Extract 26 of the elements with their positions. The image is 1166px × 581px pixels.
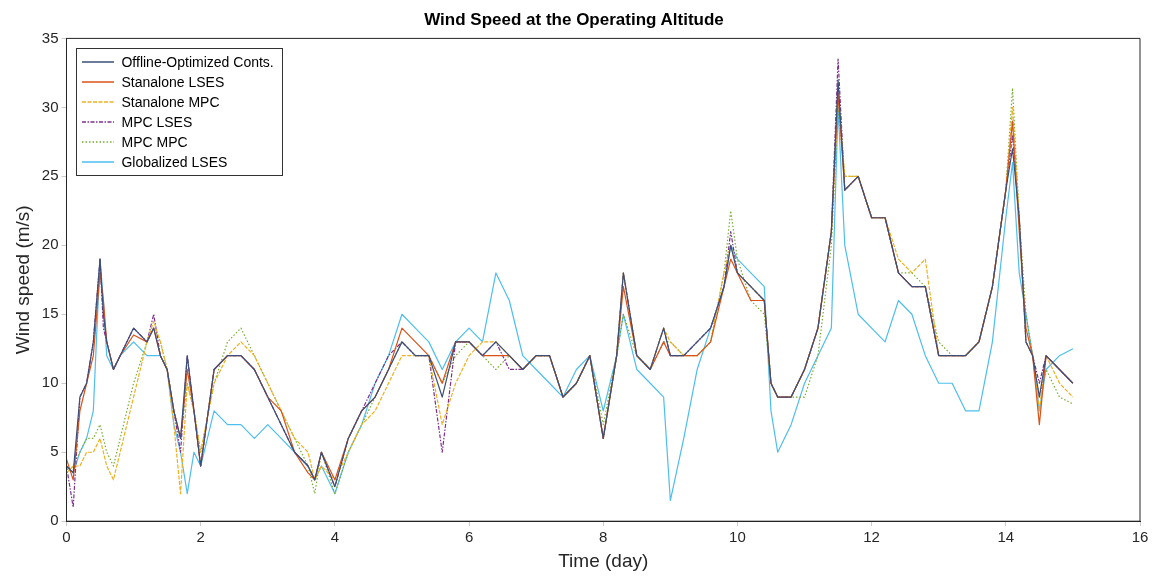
x-tick-label: 10 <box>729 528 746 546</box>
y-tick-label: 15 <box>41 304 59 322</box>
y-tick-label: 20 <box>41 235 59 253</box>
x-tick-label: 0 <box>62 528 71 546</box>
x-tick-label: 4 <box>330 528 340 546</box>
x-axis-title: Time (day) <box>558 549 649 571</box>
chart-title: Wind Speed at the Operating Altitude <box>424 9 724 29</box>
x-tick-label: 8 <box>599 528 608 546</box>
y-tick-label: 10 <box>41 373 59 391</box>
legend-label: MPC LSES <box>121 113 193 133</box>
x-tick-label: 16 <box>1131 528 1149 546</box>
y-tick-label: 0 <box>50 511 59 529</box>
x-tick-label: 6 <box>464 528 474 546</box>
legend-label: Globalized LSES <box>121 153 228 173</box>
y-tick-label: 5 <box>50 442 59 460</box>
x-tick-label: 14 <box>997 528 1015 546</box>
legend-label: Offline-Optimized Conts. <box>121 53 274 73</box>
x-tick-label: 2 <box>196 528 205 546</box>
y-tick-label: 35 <box>41 28 59 46</box>
legend-label: Stanalone MPC <box>121 93 220 113</box>
x-tick-label: 12 <box>863 528 880 546</box>
y-axis-title: Wind speed (m/s) <box>11 205 33 355</box>
y-tick-label: 25 <box>41 166 59 184</box>
legend-label: Stanalone LSES <box>121 73 225 93</box>
legend-label: MPC MPC <box>121 133 188 153</box>
y-tick-label: 30 <box>41 97 59 115</box>
